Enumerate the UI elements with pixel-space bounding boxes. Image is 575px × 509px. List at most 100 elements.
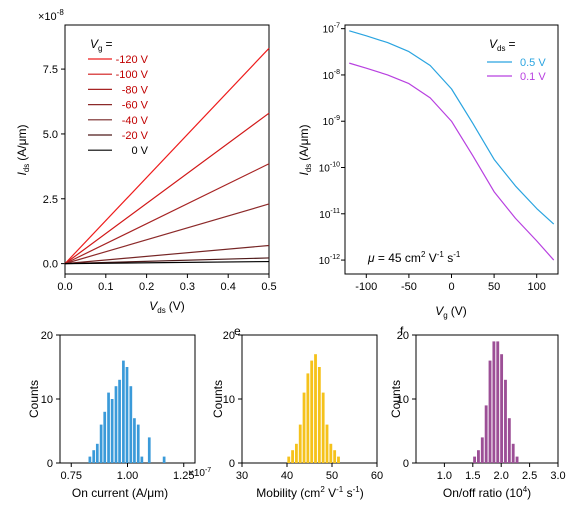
histogram-bar [162,456,166,463]
y-tick-label: 10-7 [323,23,340,36]
series-line [64,47,270,265]
y-tick-label: 10-10 [319,162,340,175]
histogram-bar [317,367,321,463]
axis-ticks: 0.75 1.00 1.25 0 10 20 [41,330,195,482]
histogram-bar [133,418,136,463]
mobility-histogram-panel: e Counts Mobility (cm2 V-1 s-1) 30 40 50 60… [211,324,383,500]
histogram-bar [306,373,310,463]
histogram-bar [504,379,507,463]
axis-ticks: 0.0 0.1 0.2 0.3 0.4 0.5 0.0 2.5 5.0 7.5 [43,64,277,293]
transfer-characteristics-panel: Ids(A/μm) Vg (V) -100 -50 0 50 100 10-7 10-8 10-… [297,23,559,320]
panel-label-f: f [400,324,404,338]
y-tick-label: 10-8 [323,69,340,82]
legend-label: 0.1 V [520,71,546,83]
x-tick-label: 0.0 [57,281,72,293]
x-tick-label: 0.4 [221,281,236,293]
panel-label-e: e [234,324,241,338]
x-axis-label: Vds (V) [149,299,184,315]
x-tick-label: 0.2 [139,281,154,293]
histogram-bar [103,411,107,463]
on-current-histogram-panel: Counts On current (A/μm) ×10-7 0.75 1.00 1… [27,330,211,500]
y-axis-label: Ids(A/μm) [297,124,313,175]
x-tick-label: 1.0 [437,470,452,482]
y-tick-label: 7.5 [43,64,58,76]
histogram-bar [118,379,121,463]
y-tick-label: 10-9 [323,115,340,128]
y-tick-label: 2.5 [43,194,58,206]
y-tick-label: 0 [47,458,53,470]
histogram-bar [314,354,317,463]
y-tick-label: 10 [223,394,235,406]
x-tick-label: 0.3 [180,281,195,293]
y-tick-label: 20 [223,330,235,342]
x-tick-label: 1.25 [173,470,194,482]
plot-frame [241,334,378,464]
x-tick-label: 1.00 [117,470,138,482]
histogram-bar [95,443,99,463]
histogram-bar [333,450,337,463]
x-multiplier: ×10-7 [188,467,211,479]
legend-label: -40 V [122,115,149,127]
histogram-bar [287,456,291,463]
y-tick-label: 10-12 [319,254,340,267]
histogram-bar [515,456,519,463]
x-tick-label: -100 [355,281,377,293]
histogram-bar [92,450,96,463]
histogram-bar [321,392,325,463]
x-tick-label: 0 [448,281,454,293]
y-axis-label: Counts [27,380,41,418]
y-tick-label: 0 [403,458,409,470]
x-tick-label: 50 [488,281,500,293]
series-line [349,30,555,225]
histogram-bar [302,392,306,463]
legend-title: Vds = [489,37,515,53]
x-tick-label: 0.75 [61,470,82,482]
y-tick-label: 0 [229,458,235,470]
histogram-bar [107,392,110,463]
x-axis-label: Mobility (cm2 V-1 s-1) [256,485,363,500]
x-tick-label: 100 [528,281,546,293]
x-tick-label: 1.5 [465,470,480,482]
histogram-bars [88,360,166,463]
histogram-bar [325,424,329,463]
x-axis-label: On/off ratio (104) [443,485,531,500]
series-lines [349,30,555,261]
histogram-bar [129,386,133,463]
histogram-bar [310,360,314,463]
histogram-bar [477,450,480,463]
legend-label: -80 V [122,84,149,96]
histogram-bar [337,456,340,463]
legend-title: Vg = [90,37,112,53]
y-tick-label: 20 [41,330,53,342]
axis-ticks: 30 40 50 60 0 10 20 [223,330,383,482]
histogram-bar [136,424,140,463]
histogram-bar [99,424,103,463]
on-off-ratio-histogram-panel: f Counts On/off ratio (104) 1.0 1.5 2.0 2.5… [389,324,566,500]
y-tick-label: 20 [397,330,409,342]
axis-ticks: 1.0 1.5 2.0 2.5 3.0 0 10 20 [397,330,566,482]
histogram-bar [122,360,125,463]
histogram-bar [492,341,496,463]
histogram-bar [291,450,294,463]
x-tick-label: 50 [326,470,338,482]
histogram-bar [507,418,511,463]
mobility-annotation: μ = 45 cm2 V-1 s-1 [367,250,461,265]
legend: 0.5 V 0.1 V [487,57,546,83]
series-line [64,257,270,265]
x-axis-label: Vg (V) [435,304,466,320]
series-line [64,163,270,265]
output-characteristics-panel: ×10-8 Ids(A/μm) Vds (V) 0.0 0.1 0.2 0.3 0.4 0.… [15,8,277,315]
y-axis-label: Ids(A/μm) [15,124,31,175]
histogram-bar [484,405,488,463]
legend-label: -100 V [116,69,149,81]
y-tick-label: 10 [397,394,409,406]
histogram-bar [500,354,504,463]
x-tick-label: 3.0 [550,470,565,482]
plot-frame [64,24,270,275]
series-line [64,260,270,265]
x-axis-label: On current (A/μm) [72,486,168,500]
histogram-bar [294,443,298,463]
legend-label: -60 V [122,100,149,112]
series-line [64,203,270,265]
